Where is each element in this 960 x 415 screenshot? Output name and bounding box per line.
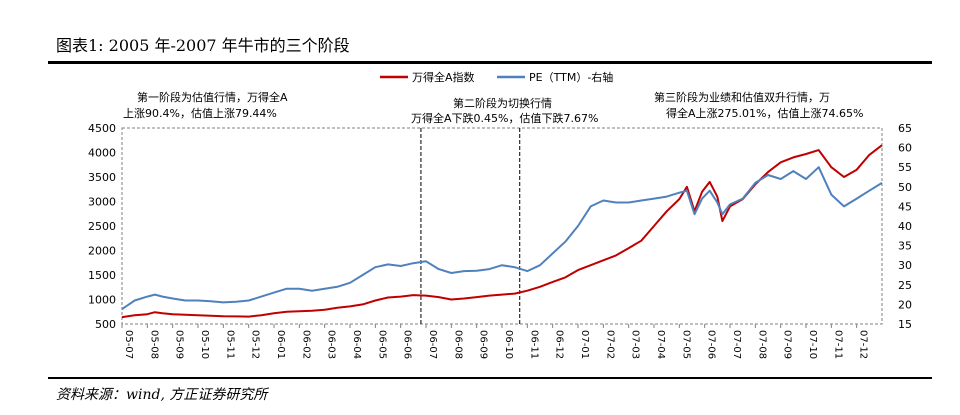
x-tick-label: 07-10 bbox=[807, 330, 818, 359]
y-right-tick-label: 35 bbox=[898, 240, 912, 253]
x-tick-label: 07-04 bbox=[655, 330, 666, 359]
x-tick-label: 07-06 bbox=[706, 330, 717, 359]
y-right-tick-label: 65 bbox=[898, 122, 912, 135]
x-tick-label: 07-11 bbox=[832, 330, 843, 359]
x-tick-label: 05-08 bbox=[148, 330, 159, 359]
annotation-phase1-line1: 第一阶段为估值行情，万得全A bbox=[137, 90, 288, 104]
annotation-phase1-line2: 上涨90.4%，估值上涨79.44% bbox=[123, 107, 277, 120]
x-tick-label: 06-08 bbox=[452, 330, 463, 359]
x-tick-label: 05-11 bbox=[224, 330, 235, 359]
y-left-tick-label: 2500 bbox=[88, 220, 116, 233]
x-tick-label: 05-12 bbox=[250, 330, 261, 359]
phase-dividers bbox=[420, 128, 521, 324]
y-right-tick-label: 25 bbox=[898, 279, 912, 292]
x-tick-label: 06-02 bbox=[300, 330, 311, 359]
y-right-tick-label: 15 bbox=[898, 318, 912, 331]
x-tick-label: 05-07 bbox=[123, 330, 134, 359]
x-tick-label: 07-12 bbox=[858, 330, 869, 359]
series-line-pe bbox=[121, 166, 883, 310]
x-tick-label: 05-10 bbox=[199, 330, 210, 359]
figure-title: 图表1: 2005 年-2007 年牛市的三个阶段 bbox=[56, 36, 350, 55]
x-tick-label: 06-11 bbox=[528, 330, 539, 359]
x-tick-label: 05-09 bbox=[174, 330, 185, 359]
x-tick-label: 06-03 bbox=[326, 330, 337, 359]
y-left-tick-label: 1500 bbox=[88, 269, 116, 282]
y-right-tick-label: 50 bbox=[898, 181, 912, 194]
x-tick-label: 06-01 bbox=[275, 330, 286, 359]
x-tick-label: 07-05 bbox=[680, 330, 691, 359]
y-left-tick-label: 1000 bbox=[88, 294, 116, 307]
source-note: 资料来源：wind, 方正证券研究所 bbox=[56, 387, 268, 403]
y-left-tick-label: 500 bbox=[95, 318, 116, 331]
x-tick-label: 07-03 bbox=[630, 330, 641, 359]
x-tick-label: 06-12 bbox=[554, 330, 565, 359]
annotation-phase3-line1: 第三阶段为业绩和估值双升行情，万 bbox=[654, 90, 830, 104]
annotation-phase3-line2: 得全A上涨275.01%，估值上涨74.65% bbox=[666, 106, 863, 120]
left-axis: 500 1000 1500 2000 2500 3000 3500 4000 4500 bbox=[88, 122, 116, 331]
x-tick-label: 07-01 bbox=[579, 330, 590, 359]
x-tick-label: 07-09 bbox=[782, 330, 793, 359]
legend-label-pe: PE（TTM）-右轴 bbox=[529, 70, 613, 84]
y-left-tick-label: 2000 bbox=[88, 245, 116, 258]
legend-label-index: 万得全A指数 bbox=[412, 70, 475, 84]
x-tick-label: 06-06 bbox=[402, 330, 413, 359]
y-right-tick-label: 30 bbox=[898, 259, 912, 272]
annotation-phase2-line2: 万得全A下跌0.45%，估值下跌7.67% bbox=[411, 111, 598, 125]
annotation-phase2-line1: 第二阶段为切换行情 bbox=[453, 96, 552, 110]
y-left-tick-label: 3000 bbox=[88, 196, 116, 209]
y-right-tick-label: 55 bbox=[898, 161, 912, 174]
series-line-index bbox=[121, 144, 883, 319]
y-right-tick-label: 60 bbox=[898, 142, 912, 155]
x-tick-label: 06-04 bbox=[351, 330, 362, 359]
x-axis: 05-07 05-08 05-09 05-10 05-11 05-12 06-01 06-02… bbox=[121, 324, 869, 359]
y-left-tick-label: 4000 bbox=[88, 147, 116, 160]
y-left-tick-label: 3500 bbox=[88, 171, 116, 184]
y-right-tick-label: 20 bbox=[898, 298, 912, 311]
x-tick-label: 06-07 bbox=[427, 330, 438, 359]
y-left-tick-label: 4500 bbox=[88, 122, 116, 135]
x-tick-label: 07-02 bbox=[604, 330, 615, 359]
x-tick-label: 07-08 bbox=[756, 330, 767, 359]
x-tick-label: 06-05 bbox=[376, 330, 387, 359]
x-tick-label: 07-07 bbox=[731, 330, 742, 359]
y-right-tick-label: 45 bbox=[898, 200, 912, 213]
x-tick-label: 06-10 bbox=[503, 330, 514, 359]
top-rule bbox=[48, 61, 932, 64]
y-right-tick-label: 40 bbox=[898, 220, 912, 233]
series-layer bbox=[121, 144, 883, 319]
x-tick-label: 06-09 bbox=[478, 330, 489, 359]
bottom-rule bbox=[48, 377, 932, 379]
right-axis: 15 20 25 30 35 40 45 50 55 60 65 bbox=[898, 122, 912, 331]
